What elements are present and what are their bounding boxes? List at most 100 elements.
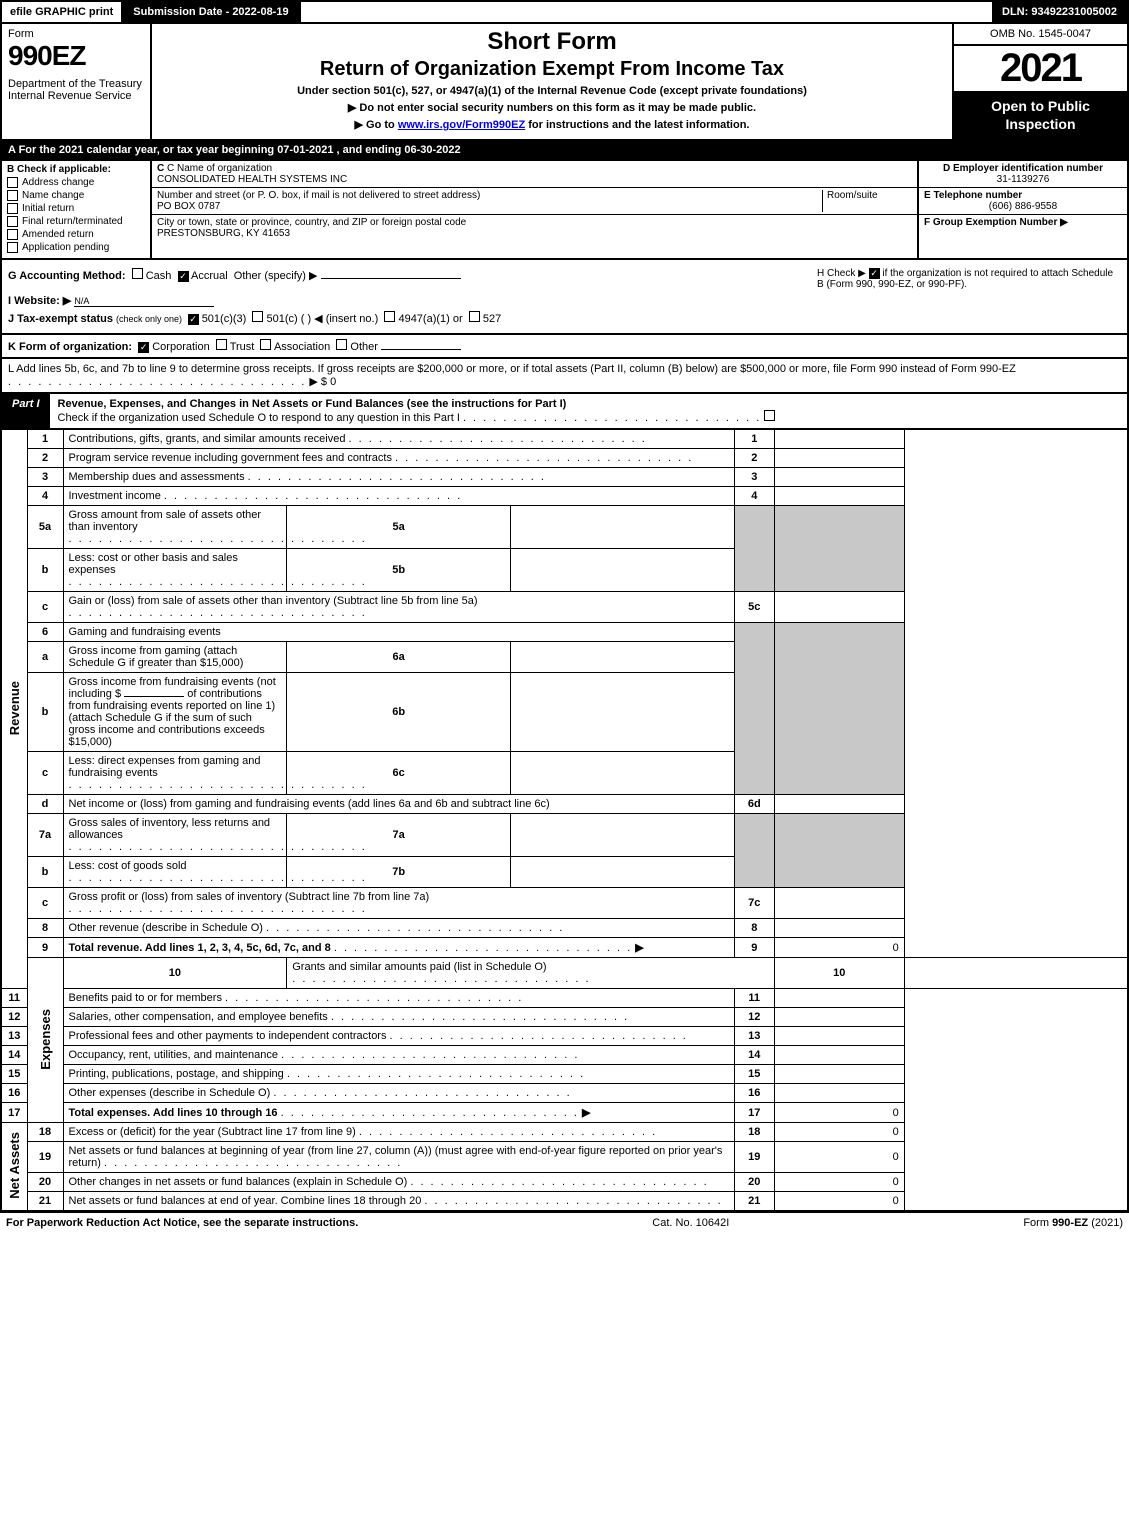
col-amt-grey (774, 623, 904, 795)
col-amt (774, 1008, 904, 1027)
checkbox-icon[interactable] (7, 229, 18, 240)
col-amt (774, 795, 904, 814)
line-desc: Benefits paid to or for members (63, 989, 734, 1008)
col-ln: 14 (734, 1046, 774, 1065)
line-desc: Investment income (63, 487, 734, 506)
checkbox-icon[interactable] (384, 311, 395, 322)
g-other-blank[interactable] (321, 278, 461, 279)
checkbox-icon[interactable] (7, 216, 18, 227)
checkbox-icon[interactable] (252, 311, 263, 322)
d-label: D Employer identification number (924, 163, 1122, 174)
dots (463, 412, 761, 424)
checkbox-icon[interactable] (336, 339, 347, 350)
line-desc: Program service revenue including govern… (63, 449, 734, 468)
checkbox-icon[interactable] (260, 339, 271, 350)
part1-table: Revenue 1 Contributions, gifts, grants, … (0, 428, 1129, 1212)
inner-label: 6b (287, 673, 511, 752)
line-no: c (27, 888, 63, 919)
checkbox-icon[interactable] (216, 339, 227, 350)
col-ln: 4 (734, 487, 774, 506)
col-amt (774, 1046, 904, 1065)
j-small: (check only one) ­ (116, 314, 185, 324)
top-bar: efile GRAPHIC print Submission Date - 20… (0, 0, 1129, 22)
checkbox-icon[interactable] (7, 190, 18, 201)
col-ln: 11 (734, 989, 774, 1008)
submission-date: Submission Date - 2022-08-19 (123, 2, 300, 22)
checkbox-icon[interactable] (7, 203, 18, 214)
part-check-text: Check if the organization used Schedule … (58, 412, 460, 424)
part-title-text: Revenue, Expenses, and Changes in Net As… (58, 398, 567, 410)
line-desc: Net assets or fund balances at beginning… (63, 1142, 734, 1173)
checkbox-icon-checked[interactable]: ✓ (138, 342, 149, 353)
col-ln: 19 (734, 1142, 774, 1173)
checkbox-icon-checked[interactable]: ✓ (869, 268, 880, 279)
e-phone: E Telephone number (606) 886-9558 (919, 188, 1127, 215)
line-no: c (27, 752, 63, 795)
footer-right-pre: Form (1023, 1217, 1052, 1229)
checkbox-icon-checked[interactable]: ✓ (178, 271, 189, 282)
chk-address-change[interactable]: Address change (7, 177, 145, 188)
efile-print-label[interactable]: efile GRAPHIC print (2, 2, 123, 22)
chk-final-return[interactable]: Final return/terminated (7, 216, 145, 227)
table-row: 16 Other expenses (describe in Schedule … (1, 1084, 1128, 1103)
checkbox-icon[interactable] (764, 410, 775, 421)
line-no: 20 (27, 1173, 63, 1192)
chk-label: Final return/terminated (22, 216, 123, 227)
header-right: OMB No. 1545-0047 2021 Open to Public In… (952, 24, 1127, 139)
checkbox-icon[interactable] (7, 242, 18, 253)
table-row: 21 Net assets or fund balances at end of… (1, 1192, 1128, 1212)
line-no: b (27, 857, 63, 888)
line-no: 13 (1, 1027, 27, 1046)
blank-amount[interactable] (124, 696, 184, 697)
i-website: I Website: ▶ N/A (8, 294, 1121, 307)
side-expenses: Expenses (27, 958, 63, 1123)
chk-initial-return[interactable]: Initial return (7, 203, 145, 214)
inner-value (511, 506, 735, 549)
e-label: E Telephone number (924, 190, 1122, 201)
table-row: c Less: direct expenses from gaming and … (1, 752, 1128, 795)
b-header: B Check if applicable: (7, 164, 145, 175)
table-row: 12 Salaries, other compensation, and emp… (1, 1008, 1128, 1027)
line-desc: Printing, publications, postage, and shi… (63, 1065, 734, 1084)
f-label-text: F Group Exemption Number ▶ (924, 217, 1068, 228)
city-label: City or town, state or province, country… (157, 217, 912, 228)
footer-right-post: (2021) (1088, 1217, 1123, 1229)
checkbox-icon-checked[interactable]: ✓ (188, 314, 199, 325)
col-amt (774, 487, 904, 506)
part-title: Revenue, Expenses, and Changes in Net As… (50, 394, 1127, 428)
line-no: 7a (27, 814, 63, 857)
k-other-blank[interactable] (381, 349, 461, 350)
addr-cell: Number and street (or P. O. box, if mail… (157, 190, 822, 212)
table-row: b Less: cost or other basis and sales ex… (1, 549, 1128, 592)
checkbox-icon[interactable] (132, 268, 143, 279)
col-b: B Check if applicable: Address change Na… (2, 161, 152, 258)
line-no: 5a (27, 506, 63, 549)
g-label: G Accounting Method: (8, 270, 126, 282)
col-ln-grey (734, 506, 774, 592)
col-ln: 15 (734, 1065, 774, 1084)
checkbox-icon[interactable] (469, 311, 480, 322)
checkbox-icon[interactable] (7, 177, 18, 188)
col-amt: 0 (774, 938, 904, 958)
line-desc: Total revenue. Add lines 1, 2, 3, 4, 5c,… (63, 938, 734, 958)
ein-value: 31-1139276 (924, 174, 1122, 185)
line-no: 15 (1, 1065, 27, 1084)
i-label: I Website: ▶ (8, 295, 71, 307)
irs-link[interactable]: www.irs.gov/Form990EZ (398, 119, 525, 131)
line-no: 14 (1, 1046, 27, 1065)
dept-label: Department of the Treasury Internal Reve… (8, 78, 144, 102)
chk-amended-return[interactable]: Amended return (7, 229, 145, 240)
table-row: 8 Other revenue (describe in Schedule O)… (1, 919, 1128, 938)
col-ln: 7c (734, 888, 774, 919)
line-desc: Net assets or fund balances at end of ye… (63, 1192, 734, 1212)
col-ln: 6d (734, 795, 774, 814)
dots (8, 376, 306, 388)
chk-name-change[interactable]: Name change (7, 190, 145, 201)
ssn-note: ▶ Do not enter social security numbers o… (348, 101, 756, 114)
table-row: Expenses 10 Grants and similar amounts p… (1, 958, 1128, 989)
g-accrual: Accrual (191, 270, 228, 282)
chk-application-pending[interactable]: Application pending (7, 242, 145, 253)
table-row: d Net income or (loss) from gaming and f… (1, 795, 1128, 814)
col-ln: 10 (774, 958, 904, 989)
j-label: J Tax-exempt status (8, 313, 113, 325)
